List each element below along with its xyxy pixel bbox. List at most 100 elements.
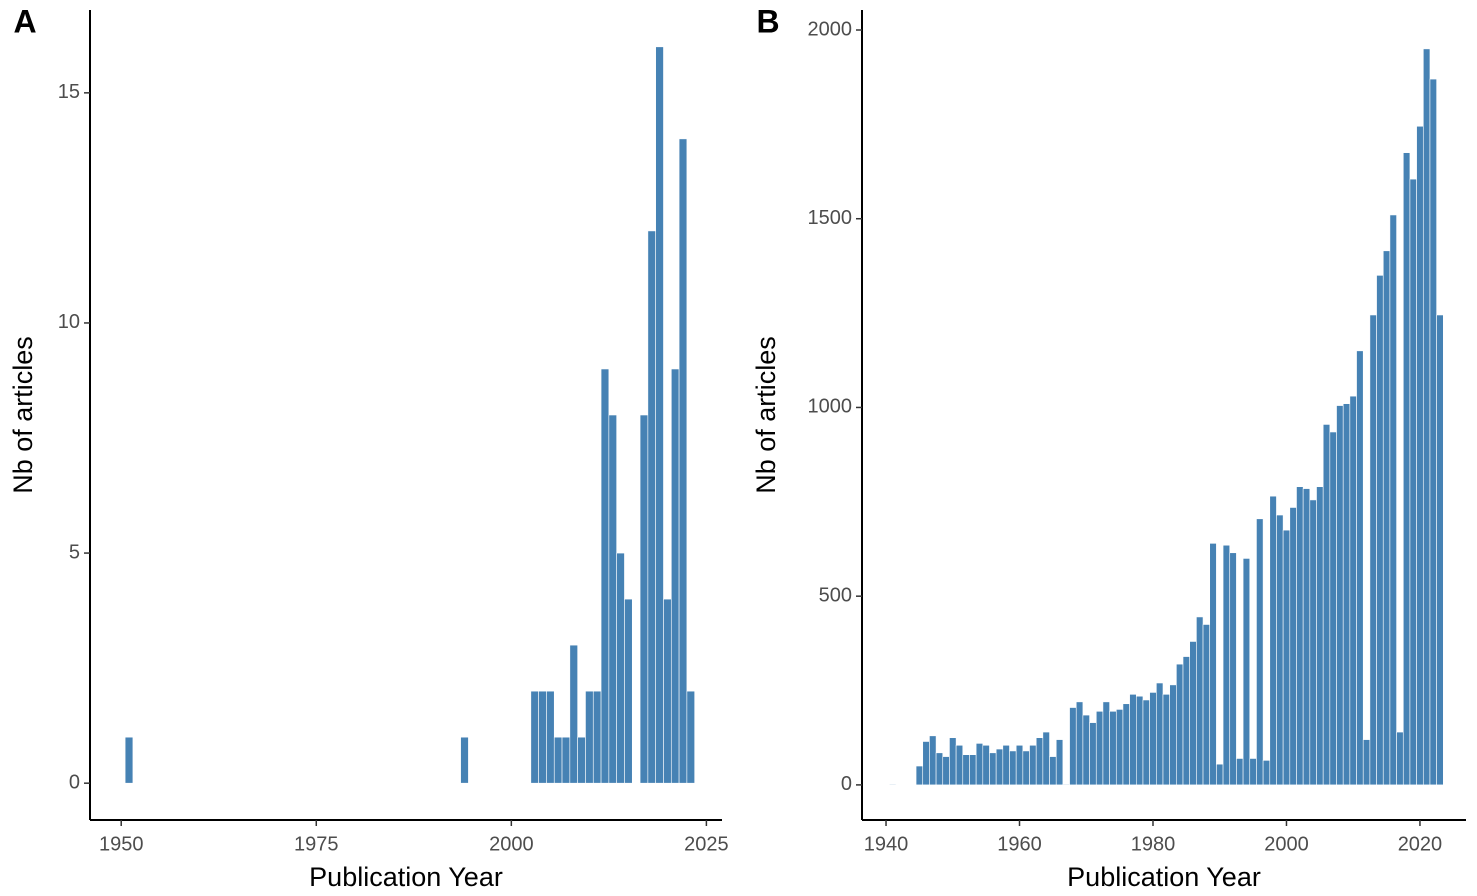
bar <box>1202 624 1211 786</box>
bar <box>1322 424 1331 786</box>
bar <box>1229 552 1237 786</box>
bar <box>1156 682 1164 786</box>
y-tick-label: 5 <box>69 541 80 563</box>
bar <box>955 744 964 786</box>
bar <box>546 690 555 784</box>
y-tick-label: 15 <box>58 81 80 103</box>
bar <box>124 736 134 784</box>
bar <box>1122 703 1130 786</box>
bar <box>1189 641 1197 786</box>
bar <box>1309 499 1317 786</box>
bar <box>1129 694 1137 786</box>
bar <box>1262 760 1271 786</box>
panel-label: B <box>756 3 779 39</box>
bar <box>1329 431 1337 786</box>
bar <box>1249 758 1257 786</box>
bar <box>592 690 602 784</box>
bar <box>1089 722 1097 786</box>
bar <box>1082 714 1090 786</box>
bar <box>1402 152 1411 786</box>
x-axis-title: Publication Year <box>1067 862 1261 892</box>
bar <box>1296 486 1304 786</box>
bar <box>1162 694 1170 786</box>
bar <box>1062 783 1070 786</box>
bar <box>577 736 586 784</box>
bar <box>1242 558 1251 786</box>
x-tick-label: 2000 <box>489 833 534 855</box>
bar <box>1269 495 1277 786</box>
bar <box>949 737 957 786</box>
bar <box>670 368 680 784</box>
bar <box>1362 739 1371 786</box>
x-tick-label: 1940 <box>864 833 909 855</box>
x-tick-label: 1980 <box>1131 833 1176 855</box>
bar <box>1302 488 1311 786</box>
y-tick-label: 1000 <box>808 396 853 418</box>
bar <box>989 752 997 786</box>
bar <box>1436 314 1444 786</box>
bar <box>561 736 571 784</box>
bar <box>1409 178 1417 786</box>
bar <box>639 414 649 784</box>
bar <box>1396 731 1404 786</box>
bar <box>1276 514 1284 786</box>
bar <box>1176 663 1184 786</box>
bar <box>608 414 617 784</box>
bar <box>1356 350 1364 786</box>
bar <box>982 744 990 786</box>
bar <box>1069 707 1077 786</box>
bar <box>1349 395 1357 786</box>
x-tick-label: 2025 <box>684 833 729 855</box>
bar <box>538 690 547 784</box>
bar <box>1282 529 1291 786</box>
bar <box>616 552 625 784</box>
bar <box>1336 405 1344 786</box>
bar <box>969 754 977 786</box>
y-tick-label: 500 <box>819 584 852 606</box>
x-tick-label: 1950 <box>99 833 144 855</box>
bar <box>889 783 897 786</box>
bar <box>624 598 633 784</box>
bar <box>1376 275 1384 786</box>
bar <box>935 752 944 786</box>
x-tick-label: 1960 <box>997 833 1042 855</box>
bar <box>585 690 594 784</box>
bar <box>600 368 610 784</box>
bar <box>1109 710 1117 786</box>
bar <box>460 736 469 784</box>
y-tick-label: 0 <box>841 773 852 795</box>
bar <box>1029 744 1037 786</box>
bar <box>1289 507 1297 786</box>
bar <box>1035 737 1044 786</box>
bar <box>1002 744 1010 786</box>
x-tick-label: 2020 <box>1398 833 1443 855</box>
bar <box>995 748 1004 786</box>
bar <box>1389 214 1397 786</box>
bar <box>1015 744 1024 786</box>
y-tick-label: 0 <box>69 771 80 793</box>
bar <box>686 690 695 784</box>
bar <box>1256 518 1264 786</box>
bar <box>962 754 970 786</box>
bar <box>1022 750 1030 786</box>
bar <box>530 690 539 784</box>
bar <box>1095 710 1104 786</box>
bar <box>569 644 578 784</box>
bar <box>915 765 924 786</box>
bar <box>1136 695 1144 786</box>
bar <box>1115 709 1124 786</box>
bar <box>1182 656 1190 786</box>
bar <box>1236 758 1244 786</box>
bar <box>1342 403 1351 786</box>
y-tick-label: 1500 <box>808 207 853 229</box>
bar <box>1222 544 1231 786</box>
bar <box>1102 701 1110 786</box>
bar <box>1075 701 1084 786</box>
bar <box>1042 731 1050 786</box>
bar <box>929 735 937 786</box>
x-tick-label: 2000 <box>1264 833 1309 855</box>
bar <box>1142 699 1150 786</box>
bar <box>678 138 688 784</box>
x-tick-label: 1975 <box>294 833 339 855</box>
